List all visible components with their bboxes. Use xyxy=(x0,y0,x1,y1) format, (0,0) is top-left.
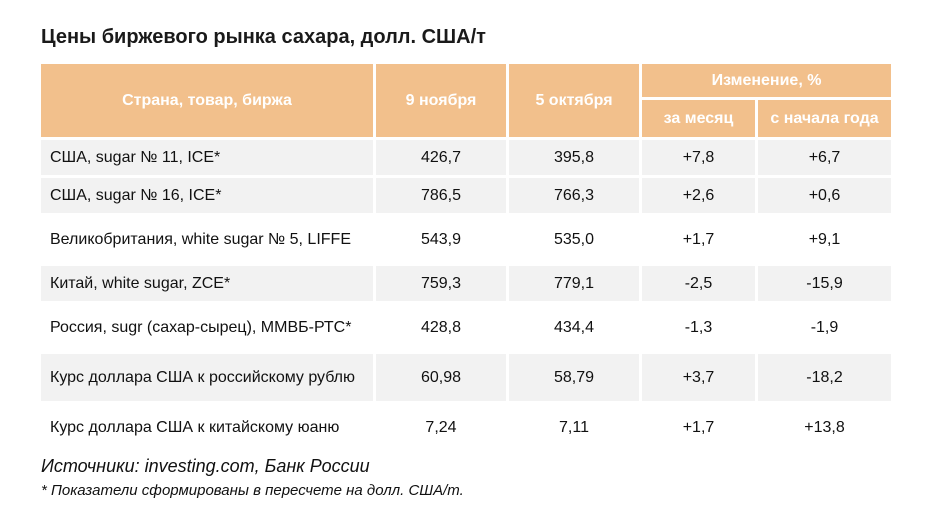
row-name: Россия, sugr (сахар-сырец), ММВБ-РТС* xyxy=(50,319,352,336)
row-month: +2,6 xyxy=(642,178,755,213)
row-month: +1,7 xyxy=(682,231,715,248)
header-change-group: Изменение, % xyxy=(642,64,891,97)
row-name: США, sugar № 16, ICE* xyxy=(41,178,373,213)
table-title: Цены биржевого рынка сахара, долл. США/т xyxy=(41,26,486,48)
row-nov: 759,3 xyxy=(376,266,506,301)
row-ytd: +13,8 xyxy=(804,419,845,436)
row-oct: 535,0 xyxy=(553,231,595,248)
header-name: Страна, товар, биржа xyxy=(41,64,373,137)
table-row: Курс доллара США к китайскому юаню 7,24 … xyxy=(41,404,891,451)
table-row: Китай, white sugar, ZCE* 759,3 779,1 -2,… xyxy=(41,266,891,301)
row-nov: 7,24 xyxy=(425,419,457,436)
row-oct: 395,8 xyxy=(509,140,639,175)
row-nov: 428,8 xyxy=(420,319,462,336)
row-name: США, sugar № 11, ICE* xyxy=(41,140,373,175)
row-ytd: -15,9 xyxy=(758,266,891,301)
row-oct: 58,79 xyxy=(509,354,639,401)
row-nov: 426,7 xyxy=(376,140,506,175)
row-ytd: -1,9 xyxy=(810,319,839,336)
row-oct: 434,4 xyxy=(553,319,595,336)
row-oct: 766,3 xyxy=(509,178,639,213)
table-row: США, sugar № 16, ICE* 786,5 766,3 +2,6 +… xyxy=(41,178,891,213)
row-nov: 543,9 xyxy=(420,231,462,248)
footnote: * Показатели сформированы в пересчете на… xyxy=(41,482,464,499)
table-row: Великобритания, white sugar № 5, LIFFE 5… xyxy=(41,216,891,263)
row-month: +3,7 xyxy=(642,354,755,401)
row-nov: 786,5 xyxy=(376,178,506,213)
table-row: Россия, sugr (сахар-сырец), ММВБ-РТС* 42… xyxy=(41,304,891,351)
row-name: Великобритания, white sugar № 5, LIFFE xyxy=(50,231,351,248)
header-ytd: с начала года xyxy=(758,100,891,137)
table-row: Курс доллара США к российскому рублю 60,… xyxy=(41,354,891,401)
row-nov: 60,98 xyxy=(376,354,506,401)
row-month: +1,7 xyxy=(682,419,715,436)
row-ytd: +6,7 xyxy=(758,140,891,175)
header-oct: 5 октября xyxy=(509,64,639,137)
row-ytd: -18,2 xyxy=(758,354,891,401)
row-ytd: +9,1 xyxy=(808,231,841,248)
sugar-prices-table: Страна, товар, биржа 9 ноября 5 октября … xyxy=(38,61,894,454)
header-month: за месяц xyxy=(642,100,755,137)
row-oct: 779,1 xyxy=(509,266,639,301)
row-month: -1,3 xyxy=(684,319,713,336)
header-nov: 9 ноября xyxy=(376,64,506,137)
row-oct: 7,11 xyxy=(559,419,589,436)
row-name: Китай, white sugar, ZCE* xyxy=(41,266,373,301)
row-month: +7,8 xyxy=(642,140,755,175)
row-month: -2,5 xyxy=(642,266,755,301)
row-ytd: +0,6 xyxy=(758,178,891,213)
row-name: Курс доллара США к китайскому юаню xyxy=(50,419,340,436)
row-name: Курс доллара США к российскому рублю xyxy=(41,354,373,401)
table-row: США, sugar № 11, ICE* 426,7 395,8 +7,8 +… xyxy=(41,140,891,175)
source-note: Источники: investing.com, Банк России xyxy=(41,456,370,476)
